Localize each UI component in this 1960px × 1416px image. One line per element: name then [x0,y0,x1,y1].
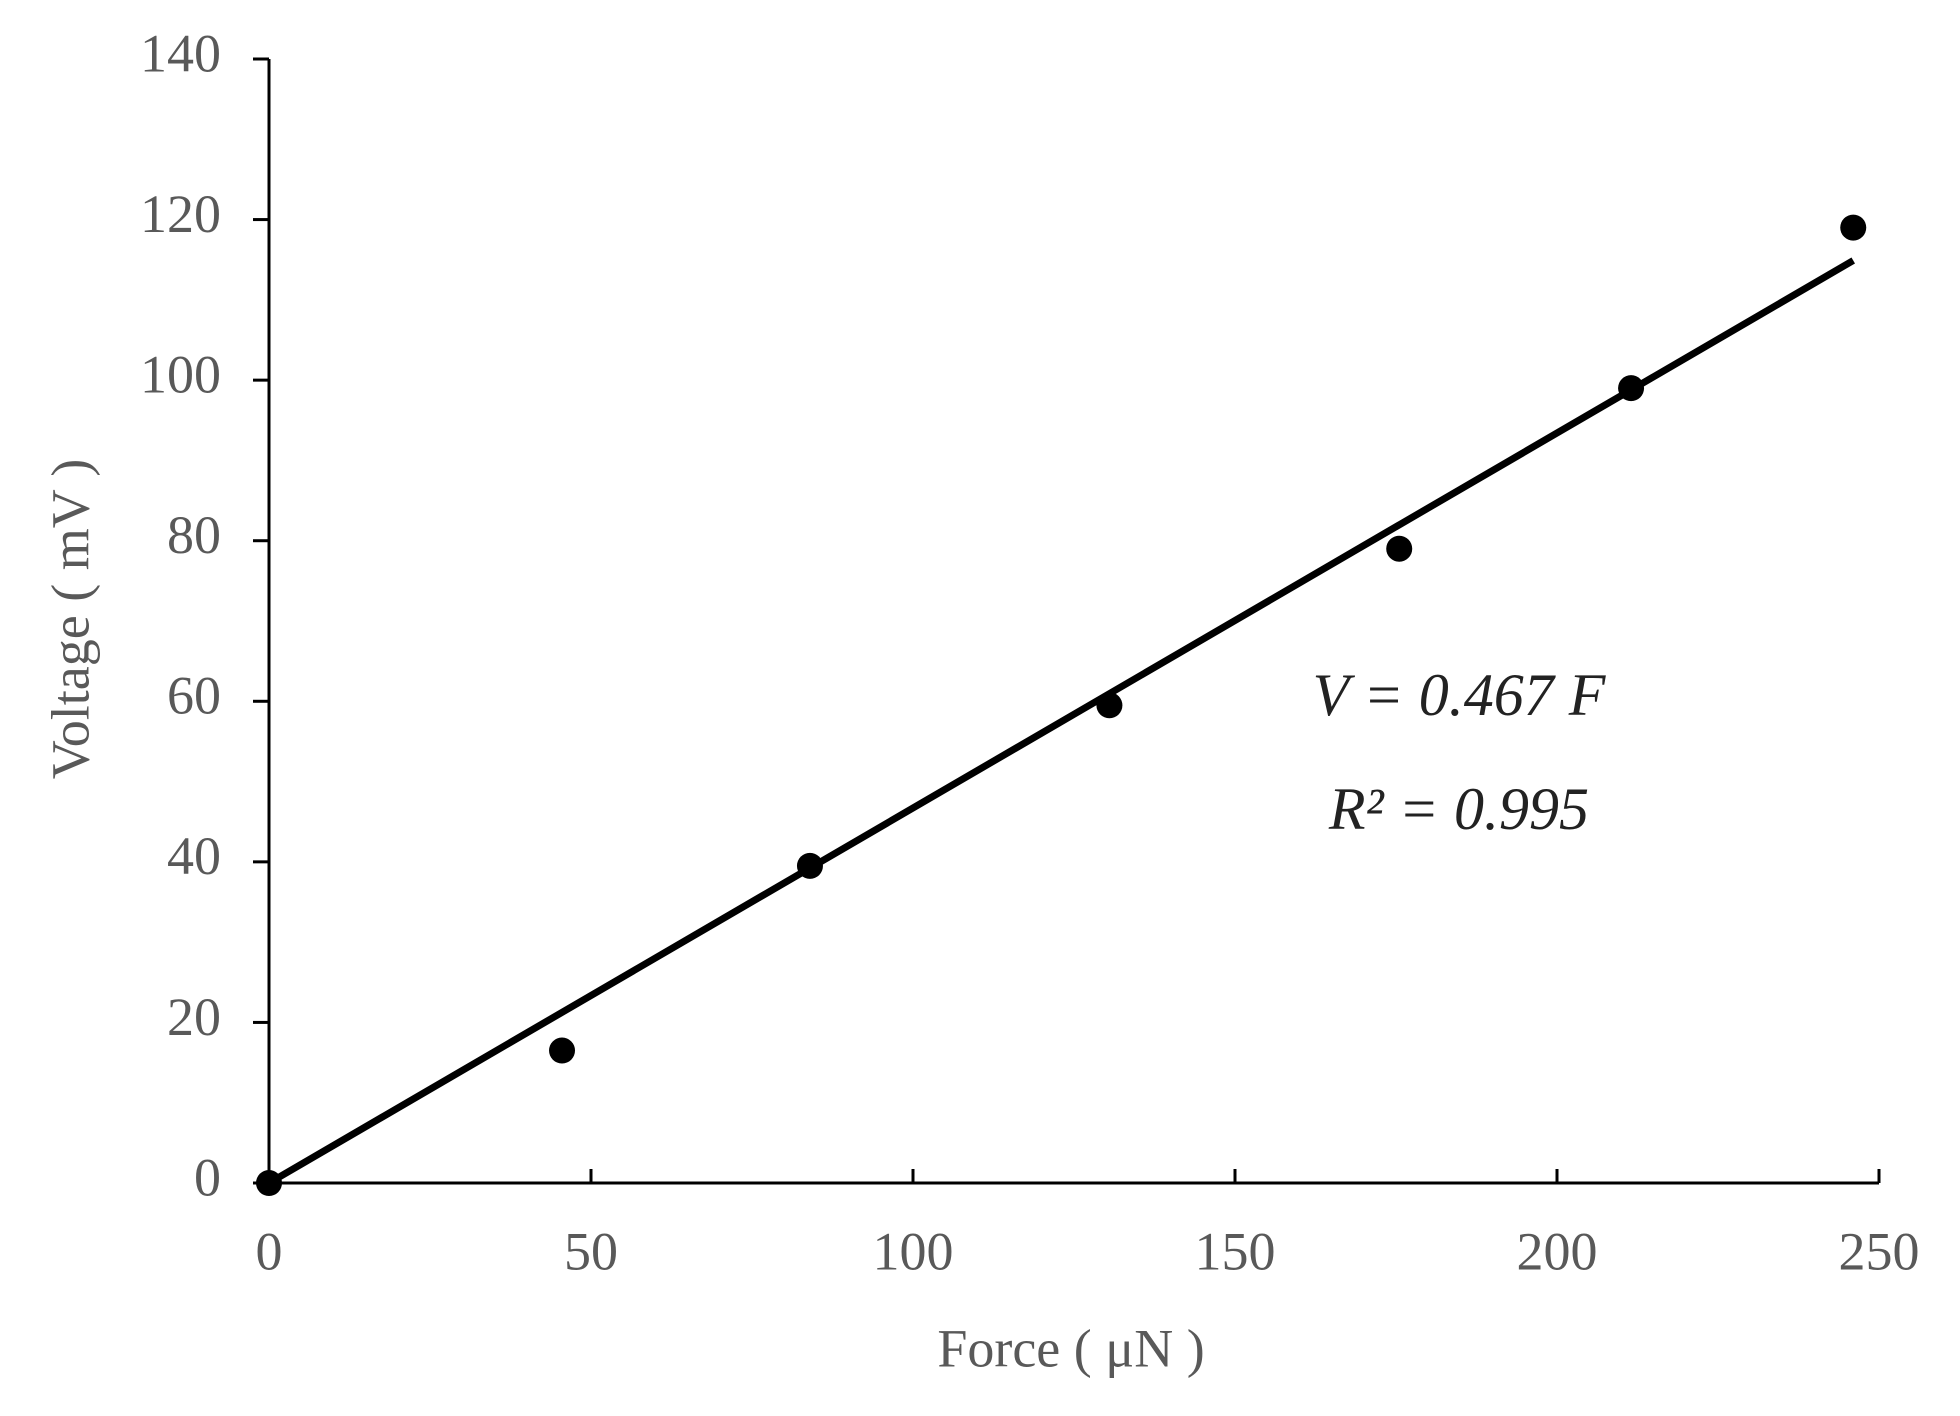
point [1840,214,1867,241]
x-tick-label: 250 [1839,1221,1920,1281]
y-tick-label: 0 [194,1147,221,1207]
x-axis-label: Force ( μN ) [937,1318,1204,1378]
y-tick-label: 140 [140,23,221,83]
y-tick-label: 100 [140,345,221,405]
point [549,1037,576,1064]
x-tick-label: 100 [873,1221,954,1281]
x-tick-label: 0 [256,1221,283,1281]
y-tick-label: 20 [167,987,221,1047]
y-tick-label: 120 [140,184,221,244]
point [1386,535,1413,562]
annotation: R² = 0.995 [1328,776,1589,842]
x-tick-label: 200 [1517,1221,1598,1281]
x-tick-label: 150 [1195,1221,1276,1281]
y-tick-label: 60 [167,666,221,726]
x-tick-label: 50 [564,1221,618,1281]
y-tick-label: 80 [167,505,221,565]
y-axis-label: Voltage ( mV ) [40,459,100,779]
fit-line [267,257,1856,1187]
y-tick-label: 40 [167,826,221,886]
annotation: V = 0.467 F [1313,662,1607,728]
